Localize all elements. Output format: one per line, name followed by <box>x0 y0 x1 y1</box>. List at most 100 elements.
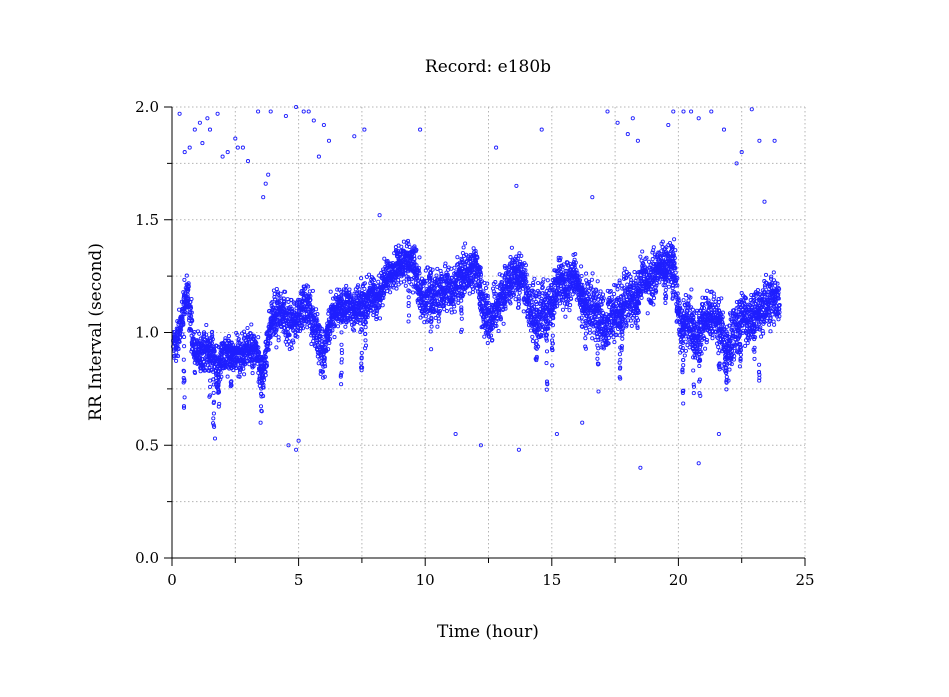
rr-point <box>188 305 194 311</box>
rr-point <box>352 328 357 333</box>
rr-point <box>216 369 221 374</box>
rr-point <box>210 337 215 342</box>
rr-point <box>339 342 344 347</box>
rr-point <box>314 316 319 321</box>
rr-point <box>335 324 341 329</box>
rr-point <box>332 324 337 329</box>
rr-point <box>282 301 287 306</box>
rr-point <box>620 336 625 341</box>
rr-point <box>374 314 379 319</box>
rr-point <box>363 304 368 309</box>
rr-point <box>632 269 637 275</box>
rr-point <box>363 343 369 348</box>
rr-point <box>501 321 506 326</box>
rr-point <box>303 286 308 291</box>
rr-point <box>470 290 475 295</box>
rr-point <box>210 333 215 338</box>
rr-point <box>242 362 248 367</box>
rr-point <box>216 390 221 395</box>
rr-point <box>545 278 550 283</box>
rr-point <box>640 249 645 254</box>
rr-point <box>355 285 360 290</box>
rr-point <box>176 346 181 352</box>
rr-point <box>289 297 294 303</box>
rr-point <box>365 313 370 318</box>
rr-point <box>360 328 365 333</box>
rr-point <box>183 310 188 315</box>
rr-point <box>261 354 266 359</box>
rr-point <box>208 384 213 389</box>
rr-point <box>314 307 319 312</box>
rr-point <box>322 374 327 379</box>
rr-point <box>327 340 332 346</box>
rr-point <box>279 296 284 301</box>
rr-point <box>482 334 487 339</box>
rr-point <box>315 312 320 317</box>
rr-point <box>583 336 588 341</box>
rr-point <box>645 311 650 316</box>
rr-point <box>258 369 263 375</box>
rr-point <box>568 303 573 308</box>
rr-point <box>212 424 217 429</box>
rr-point <box>247 337 252 342</box>
rr-point <box>673 248 678 253</box>
rr-point <box>347 287 352 292</box>
rr-point <box>181 405 187 410</box>
rr-point <box>343 324 348 329</box>
rr-point <box>563 314 568 319</box>
rr-point <box>362 281 367 286</box>
rr-point <box>211 399 217 404</box>
rr-point <box>256 335 261 340</box>
rr-point <box>186 284 191 289</box>
rr-point <box>228 356 233 361</box>
rr-point <box>204 322 209 328</box>
rr-point <box>342 314 348 319</box>
rr-point <box>247 362 252 367</box>
rr-point <box>585 284 590 289</box>
rr-point <box>274 345 279 350</box>
rr-point <box>207 394 212 399</box>
rr-point <box>276 338 281 343</box>
rr-point <box>308 294 313 299</box>
rr-point <box>192 370 198 376</box>
rr-point <box>629 323 634 328</box>
rr-point <box>357 287 362 292</box>
rr-point <box>226 334 231 339</box>
rr-point <box>429 347 434 352</box>
rr-point <box>273 332 278 338</box>
rr-point <box>204 335 210 340</box>
rr-point <box>375 283 380 288</box>
rr-point <box>283 289 288 294</box>
rr-point <box>289 346 294 351</box>
rr-point <box>366 272 372 277</box>
rr-point <box>315 338 320 343</box>
rr-point <box>261 375 266 380</box>
rr-point <box>182 369 187 374</box>
rr-point <box>374 317 379 322</box>
rr-point <box>338 374 343 379</box>
rr-point <box>295 329 300 334</box>
rr-point <box>334 292 339 298</box>
rr-point <box>286 332 292 337</box>
rr-point <box>584 271 589 276</box>
rr-point <box>363 320 368 325</box>
rr-point <box>223 336 228 341</box>
rr-point <box>521 309 526 314</box>
rr-point <box>639 295 644 300</box>
rr-point <box>607 305 612 310</box>
rr-point <box>459 316 464 321</box>
rr-point <box>483 286 489 291</box>
rr-point <box>339 330 344 335</box>
rr-point <box>323 364 328 369</box>
rr-point <box>337 312 342 317</box>
rr-point <box>259 391 264 396</box>
rr-point <box>673 270 678 275</box>
rr-point <box>403 283 408 288</box>
rr-point <box>225 359 231 364</box>
rr-point <box>595 356 600 361</box>
rr-point <box>320 329 325 334</box>
rr-point <box>615 287 620 292</box>
rr-point <box>256 345 261 350</box>
rr-point <box>331 296 336 301</box>
rr-point <box>663 287 668 293</box>
